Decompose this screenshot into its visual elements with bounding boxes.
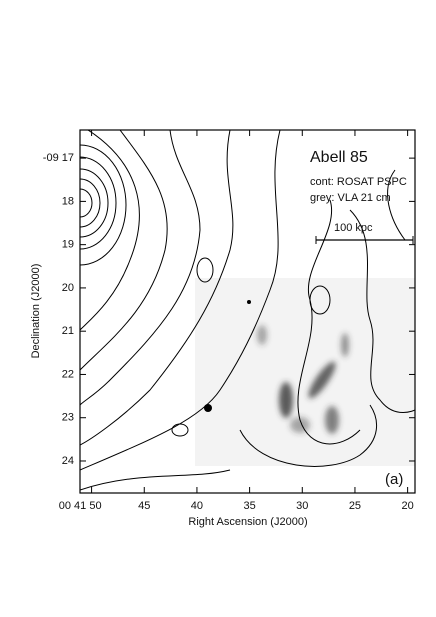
image (80, 130, 415, 491)
y-tick-label: 18 (62, 195, 74, 207)
y-tick-label: 24 (62, 455, 74, 467)
y-tick-label: 19 (62, 239, 74, 251)
x-tick-label: 35 (243, 500, 255, 512)
x-tick-label: 20 (402, 500, 414, 512)
y-tick-label: 22 (62, 368, 74, 380)
point-source (247, 300, 251, 304)
x-tick-label: 45 (138, 500, 150, 512)
radio-emission (257, 325, 349, 434)
x-tick-label: 30 (296, 500, 308, 512)
y-axis-label: Declination (J2000) (30, 264, 42, 359)
annotation: cont: ROSAT PSPC (310, 176, 407, 188)
annotation: 100 kpc (334, 222, 373, 234)
annotation: (a) (385, 471, 403, 488)
contours (80, 130, 415, 491)
point-source (204, 404, 212, 412)
plot-frame (79, 129, 416, 494)
annotation: grey: VLA 21 cm (310, 192, 391, 204)
x-tick-label: 40 (191, 500, 203, 512)
y-tick-label: 21 (62, 325, 74, 337)
x-axis-label: Right Ascension (J2000) (188, 516, 307, 528)
y-tick-label: 20 (62, 282, 74, 294)
x-tick-label: 00 41 50 (59, 500, 102, 512)
y-tick-label: 23 (62, 412, 74, 424)
radio-field (195, 278, 415, 466)
title: Abell 85 (310, 149, 368, 166)
y-tick-label: -09 17 (43, 152, 74, 164)
x-tick-label: 25 (349, 500, 361, 512)
